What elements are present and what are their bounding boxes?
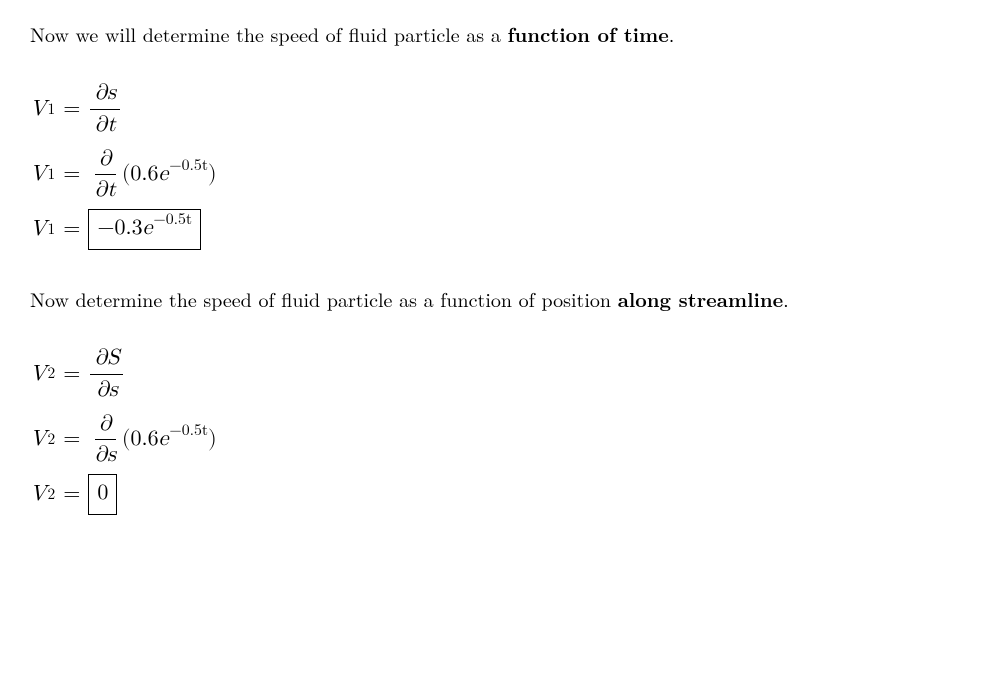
coef-06: 0.6 (130, 424, 158, 455)
fraction-d-dt: ∂ ∂t (90, 144, 119, 207)
eq-line-v2-3: V2 = 0 (30, 474, 965, 515)
fraction-dS-ds: ∂S ∂s (90, 343, 123, 406)
var-e: e (143, 213, 153, 244)
partial-sym: ∂ (94, 347, 107, 369)
exponent: −0.5t (153, 209, 192, 231)
fraction-d-ds: ∂ ∂s (90, 409, 120, 472)
exp-text: −0.5t (169, 423, 208, 439)
lhs-v1-b: V1 (30, 159, 55, 190)
intro2-prefix: Now determine the speed of fluid particl… (30, 284, 618, 313)
equals-sign: = (63, 94, 80, 125)
var-V: V (30, 424, 47, 455)
frac-num: ∂ (95, 409, 116, 441)
frac-den: ∂s (90, 440, 120, 471)
lhs-v2-a: V2 (30, 359, 55, 390)
equation-block-1: V1 = ∂s ∂t V1 = ∂ ∂t (0.6e−0.5t) V1 = −0… (30, 78, 965, 250)
lhs-v1-c: V1 (30, 214, 55, 245)
sub-2: 2 (48, 484, 56, 506)
frac-den: ∂t (90, 175, 119, 206)
exponent: −0.5t (169, 420, 208, 442)
intro1-bold: function of time (508, 19, 669, 48)
var-V: V (30, 94, 47, 125)
partial-sym: ∂ (94, 444, 107, 466)
sub-1: 1 (48, 164, 56, 186)
equals-sign: = (63, 159, 80, 190)
frac-num: ∂ (95, 144, 116, 176)
equals-sign: = (63, 479, 80, 510)
partial-sym: ∂ (94, 82, 107, 104)
eq-line-v1-2: V1 = ∂ ∂t (0.6e−0.5t) (30, 144, 965, 207)
lhs-v2-b: V2 (30, 424, 55, 455)
coef-06: 0.6 (130, 159, 158, 190)
intro-text-1: Now we will determine the speed of fluid… (30, 20, 965, 48)
eq-line-v2-1: V2 = ∂S ∂s (30, 343, 965, 406)
frac-num: ∂s (90, 78, 120, 110)
intro1-suffix: . (669, 19, 675, 48)
eq-line-v2-2: V2 = ∂ ∂s (0.6e−0.5t) (30, 409, 965, 472)
equals-sign: = (63, 359, 80, 390)
partial-sym: ∂ (99, 413, 112, 435)
equals-sign: = (63, 214, 80, 245)
lhs-v1-a: V1 (30, 94, 55, 125)
zero-val: 0 (97, 478, 108, 509)
boxed-result-2: 0 (88, 474, 117, 515)
sub-1: 1 (48, 99, 56, 121)
rparen: ) (208, 424, 217, 455)
intro2-bold: along streamline (618, 284, 783, 313)
exponent: −0.5t (169, 155, 208, 177)
sub-2: 2 (48, 429, 56, 451)
intro-text-2: Now determine the speed of fluid particl… (30, 285, 965, 313)
var-V: V (30, 214, 47, 245)
var-t: t (107, 179, 116, 201)
var-V: V (30, 479, 47, 510)
frac-den: ∂s (92, 375, 122, 406)
frac-num: ∂S (90, 343, 123, 375)
fraction-ds-dt: ∂s ∂t (90, 78, 120, 141)
var-s: s (107, 82, 116, 104)
var-V: V (30, 159, 47, 190)
rparen: ) (208, 159, 217, 190)
frac-den: ∂t (90, 110, 119, 141)
var-e: e (159, 424, 169, 455)
var-e: e (159, 159, 169, 190)
var-s: s (109, 379, 118, 401)
partial-sym: ∂ (94, 114, 107, 136)
partial-sym: ∂ (94, 179, 107, 201)
equals-sign: = (63, 424, 80, 455)
minus-sign: − (97, 213, 114, 244)
sub-2: 2 (48, 363, 56, 385)
var-s: s (107, 444, 116, 466)
intro1-prefix: Now we will determine the speed of fluid… (30, 19, 508, 48)
sub-1: 1 (48, 219, 56, 241)
exp-text: −0.5t (169, 158, 208, 174)
partial-sym: ∂ (96, 379, 109, 401)
equation-block-2: V2 = ∂S ∂s V2 = ∂ ∂s (0.6e−0.5t) V2 = 0 (30, 343, 965, 515)
eq-line-v1-3: V1 = −0.3e−0.5t (30, 209, 965, 250)
var-t: t (107, 114, 116, 136)
lparen: ( (122, 159, 131, 190)
var-V: V (30, 359, 47, 390)
var-S: S (107, 347, 119, 369)
intro2-suffix: . (783, 284, 789, 313)
partial-sym: ∂ (99, 148, 112, 170)
eq-line-v1-1: V1 = ∂s ∂t (30, 78, 965, 141)
lhs-v2-c: V2 (30, 479, 55, 510)
val-03: 0.3 (114, 213, 142, 244)
boxed-result-1: −0.3e−0.5t (88, 209, 201, 250)
lparen: ( (122, 424, 131, 455)
exp-text: −0.5t (153, 212, 192, 228)
